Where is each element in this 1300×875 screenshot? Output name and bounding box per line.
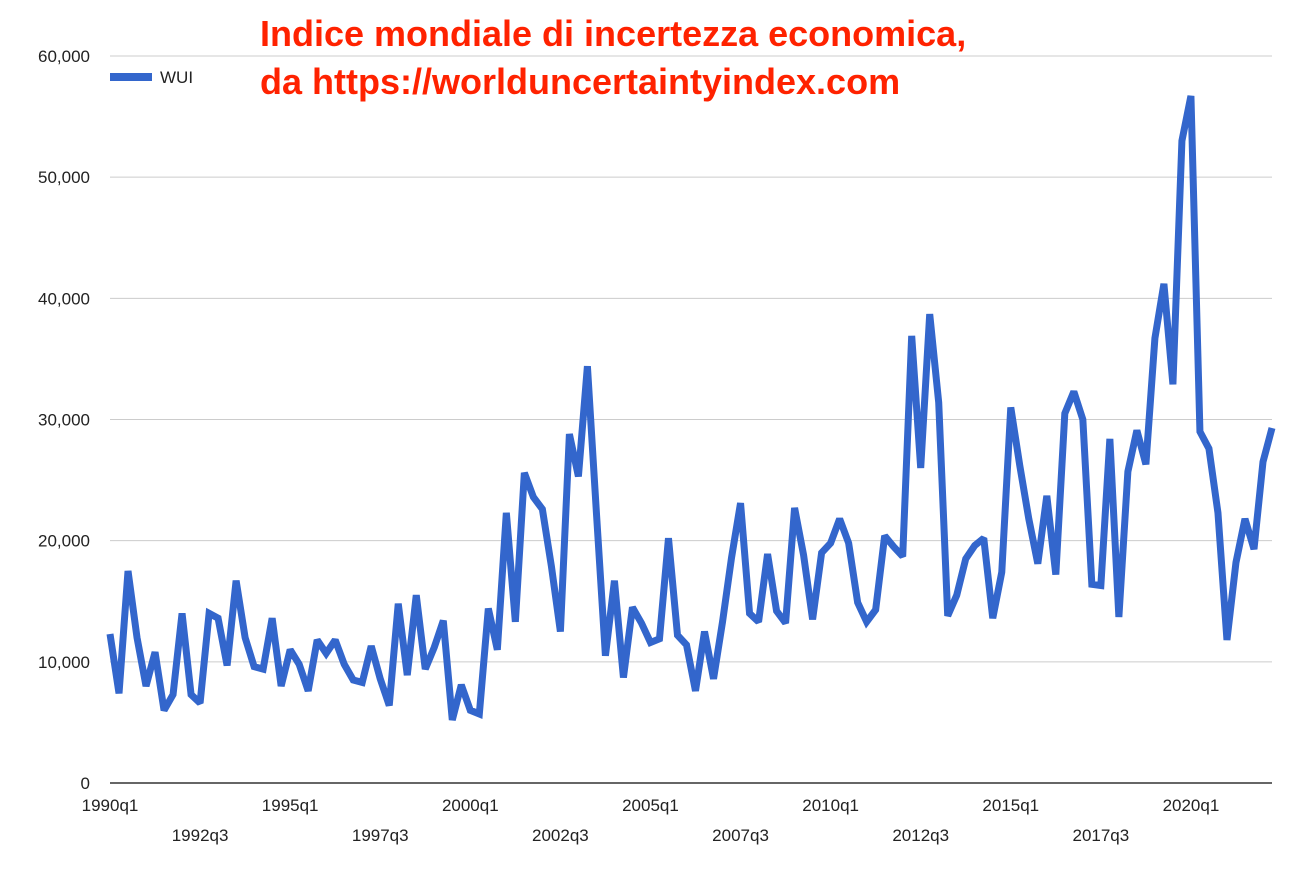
x-tick-label: 2020q1 xyxy=(1163,796,1220,815)
x-tick-label: 2005q1 xyxy=(622,796,679,815)
gridlines xyxy=(110,55,1272,663)
y-tick-label: 30,000 xyxy=(38,411,90,430)
y-tick-label: 60,000 xyxy=(38,47,90,66)
x-tick-label: 2007q3 xyxy=(712,826,769,845)
y-tick-label: 10,000 xyxy=(38,653,90,672)
chart-title-line-2: da https://worlduncertaintyindex.com xyxy=(260,61,901,102)
legend-label-wui: WUI xyxy=(160,68,193,87)
x-tick-label: 1992q3 xyxy=(172,826,229,845)
y-axis-ticks: 0 10,000 20,000 30,000 40,000 50,000 60,000 xyxy=(38,47,90,793)
x-tick-label: 2015q1 xyxy=(982,796,1039,815)
x-tick-label: 2017q3 xyxy=(1072,826,1129,845)
x-tick-label: 2010q1 xyxy=(802,796,859,815)
legend: WUI xyxy=(110,68,193,87)
y-tick-label: 20,000 xyxy=(38,532,90,551)
chart-title-line-1: Indice mondiale di incertezza economica, xyxy=(260,13,967,54)
x-tick-label: 2012q3 xyxy=(892,826,949,845)
series-line-wui xyxy=(106,95,1276,721)
y-tick-label: 50,000 xyxy=(38,168,90,187)
series-wui xyxy=(106,95,1276,721)
x-axis-ticks: 1990q1 1992q3 1995q1 1997q3 2000q1 2002q3 2005… xyxy=(82,796,1220,845)
y-tick-label: 40,000 xyxy=(38,289,90,308)
x-tick-label: 1997q3 xyxy=(352,826,409,845)
y-tick-label: 0 xyxy=(81,774,90,793)
x-tick-label: 2002q3 xyxy=(532,826,589,845)
x-tick-label: 1995q1 xyxy=(262,796,319,815)
x-tick-label: 2000q1 xyxy=(442,796,499,815)
x-tick-label: 1990q1 xyxy=(82,796,139,815)
